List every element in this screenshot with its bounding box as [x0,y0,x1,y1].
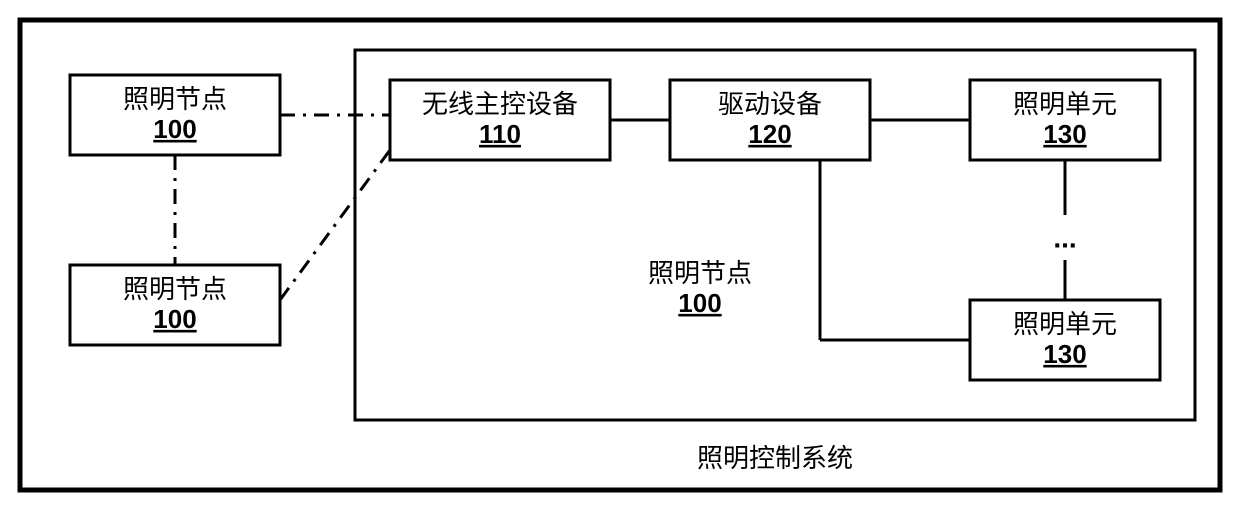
left-node-1-label: 照明节点 [123,274,227,304]
wireless-master-node-id: 110 [479,119,521,149]
ellipsis: ... [1053,222,1076,253]
left-node-0: 照明节点100 [70,75,280,155]
lighting-unit-node-1-label: 照明单元 [1013,309,1117,339]
left-node-0-label: 照明节点 [123,84,227,114]
lighting-unit-node-1-id: 130 [1043,339,1086,369]
lighting-unit-node-0-label: 照明单元 [1013,89,1117,119]
inner-caption-label: 照明节点 [648,258,752,288]
driver-device-node: 驱动设备120 [670,80,870,160]
left-node-1-id: 100 [153,304,196,334]
lighting-unit-node-0-id: 130 [1043,119,1086,149]
left-node-0-id: 100 [153,114,196,144]
left-node-1: 照明节点100 [70,265,280,345]
wireless-master-node-label: 无线主控设备 [422,89,578,119]
wireless-master-node: 无线主控设备110 [390,80,610,160]
driver-device-node-label: 驱动设备 [718,89,822,119]
driver-device-node-id: 120 [748,119,791,149]
inner-caption-id: 100 [678,288,721,318]
footer-caption: 照明控制系统 [697,443,853,473]
lighting-unit-node-0: 照明单元130 [970,80,1160,160]
lighting-unit-node-1: 照明单元130 [970,300,1160,380]
